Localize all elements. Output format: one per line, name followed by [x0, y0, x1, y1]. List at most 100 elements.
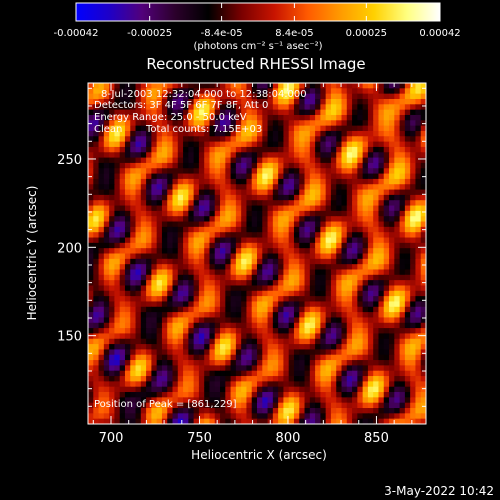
image-cell: [404, 365, 411, 372]
image-cell: [167, 88, 174, 95]
image-cell: [235, 109, 242, 116]
image-cell: [320, 413, 327, 420]
image-cell: [378, 221, 385, 228]
image-cell: [241, 189, 248, 196]
image-cell: [146, 253, 152, 260]
image-cell: [161, 306, 168, 313]
image-cell: [130, 413, 137, 420]
image-cell: [235, 322, 242, 329]
image-cell: [293, 349, 300, 356]
image-cell: [151, 136, 158, 143]
image-cell: [404, 114, 411, 121]
image-cell: [193, 114, 200, 121]
image-cell: [299, 285, 306, 292]
image-cell: [151, 242, 158, 249]
image-cell: [140, 301, 147, 308]
image-cell: [251, 178, 258, 185]
image-cell: [362, 317, 369, 324]
image-cell: [267, 392, 274, 398]
image-cell: [257, 408, 263, 414]
image-cell: [119, 296, 126, 303]
image-cell: [235, 237, 242, 244]
image-cell: [167, 418, 174, 424]
image-cell: [172, 360, 179, 366]
image-cell: [183, 392, 189, 398]
image-cell: [315, 178, 321, 185]
image-cell: [309, 301, 316, 308]
image-cell: [135, 205, 142, 212]
image-cell: [420, 290, 426, 297]
image-cell: [415, 296, 422, 303]
image-cell: [151, 397, 158, 404]
image-cell: [415, 269, 422, 276]
image-cell: [373, 274, 380, 281]
image-cell: [346, 360, 353, 366]
image-cell: [341, 296, 348, 303]
image-cell: [98, 301, 105, 308]
image-cell: [389, 152, 395, 159]
image-cell: [367, 328, 374, 335]
image-cell: [272, 189, 279, 196]
image-cell: [383, 306, 390, 313]
image-cell: [183, 141, 189, 148]
image-cell: [304, 136, 311, 143]
image-cell: [352, 296, 358, 303]
image-cell: [220, 114, 226, 121]
image-cell: [288, 226, 295, 233]
image-cell: [389, 194, 395, 201]
image-cell: [320, 285, 327, 292]
image-cell: [257, 269, 263, 276]
image-cell: [124, 413, 131, 420]
image-cell: [135, 157, 142, 164]
image-cell: [267, 354, 274, 361]
image-cell: [262, 418, 269, 424]
image-cell: [262, 386, 269, 393]
image-cell: [241, 237, 248, 244]
image-cell: [172, 306, 179, 313]
image-cell: [346, 152, 353, 159]
image-cell: [177, 344, 184, 351]
image-cell: [262, 328, 269, 335]
image-cell: [325, 322, 332, 329]
image-cell: [341, 285, 348, 292]
image-cell: [362, 392, 369, 398]
image-cell: [315, 253, 321, 260]
image-cell: [320, 184, 327, 191]
image-cell: [156, 344, 163, 351]
image-cell: [399, 152, 406, 159]
image-cell: [383, 83, 390, 89]
image-cell: [394, 258, 401, 265]
image-cell: [362, 360, 369, 366]
image-cell: [177, 237, 184, 244]
image-cell: [172, 242, 179, 249]
image-cell: [183, 258, 189, 265]
image-cell: [225, 200, 232, 207]
image-cell: [251, 333, 258, 340]
image-cell: [283, 317, 290, 324]
image-cell: [278, 285, 285, 292]
image-cell: [93, 130, 100, 137]
image-cell: [420, 397, 426, 404]
image-cell: [336, 365, 343, 372]
image-cell: [103, 114, 110, 121]
image-cell: [325, 370, 332, 377]
image-cell: [309, 408, 316, 414]
image-cell: [167, 130, 174, 137]
image-cell: [235, 200, 242, 207]
image-cell: [146, 210, 152, 217]
image-cell: [341, 338, 348, 345]
image-cell: [172, 221, 179, 228]
image-cell: [267, 184, 274, 191]
image-cell: [257, 152, 263, 159]
image-cell: [235, 258, 242, 265]
image-cell: [235, 210, 242, 217]
image-cell: [404, 370, 411, 377]
image-cell: [209, 109, 216, 116]
image-cell: [325, 296, 332, 303]
image-cell: [230, 344, 237, 351]
image-cell: [293, 146, 300, 153]
image-cell: [389, 173, 395, 180]
image-cell: [93, 349, 100, 356]
image-cell: [188, 285, 195, 292]
image-cell: [109, 317, 116, 324]
